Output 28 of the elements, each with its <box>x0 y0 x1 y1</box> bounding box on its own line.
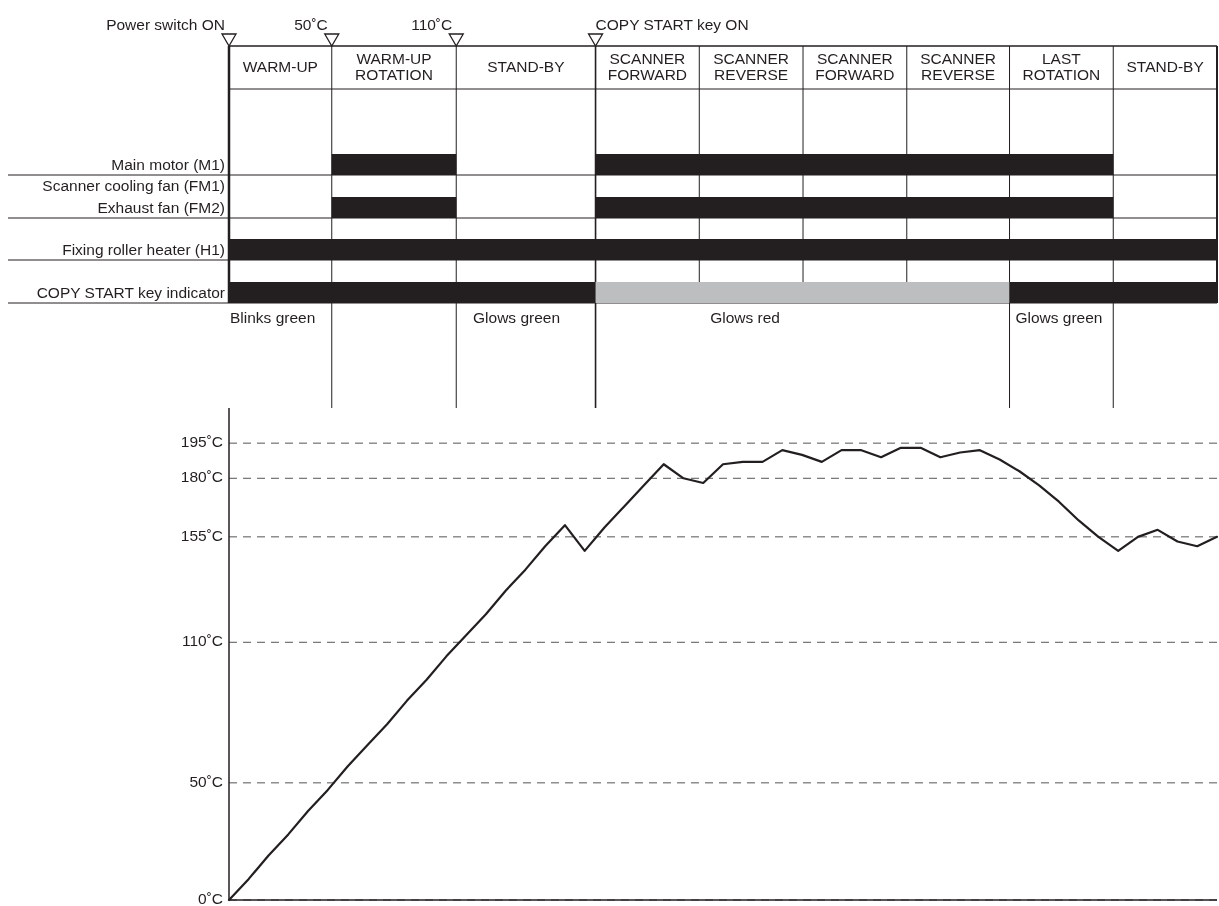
y-tick-label: 155˚C <box>180 526 223 544</box>
text: SCANNER REVERSE <box>920 49 997 83</box>
text: 50˚C <box>294 16 328 33</box>
text: WARM-UP <box>242 57 318 75</box>
y-tick-label: 110˚C <box>181 632 223 650</box>
text: Scanner cooling fan (FM1) <box>42 177 225 194</box>
text: SCANNER FORWARD <box>607 49 688 83</box>
text: 110˚C <box>411 16 453 33</box>
text: Glows green <box>1015 309 1103 326</box>
y-tick-label: 0˚C <box>198 890 223 906</box>
text: COPY START key indicator <box>36 284 225 301</box>
text: STAND-BY <box>487 57 565 75</box>
text: STAND-BY <box>1126 57 1204 75</box>
text: Exhaust fan (FM2) <box>97 199 225 216</box>
text: LAST ROTATION <box>1022 49 1101 83</box>
text: Power switch ON <box>106 16 225 33</box>
text: SCANNER FORWARD <box>815 49 895 83</box>
text: WARM-UP ROTATION <box>355 49 433 83</box>
text: Glows green <box>473 309 561 326</box>
y-tick-label: 180˚C <box>180 468 223 486</box>
text: Glows red <box>710 309 780 326</box>
text: Fixing roller heater (H1) <box>62 241 225 258</box>
y-tick-label: 195˚C <box>180 433 223 451</box>
text: COPY START key ON <box>595 16 749 33</box>
text: Main motor (M1) <box>111 156 225 173</box>
text: SCANNER REVERSE <box>713 49 790 83</box>
y-tick-label: 50˚C <box>189 772 223 790</box>
text: Blinks green <box>230 309 316 326</box>
